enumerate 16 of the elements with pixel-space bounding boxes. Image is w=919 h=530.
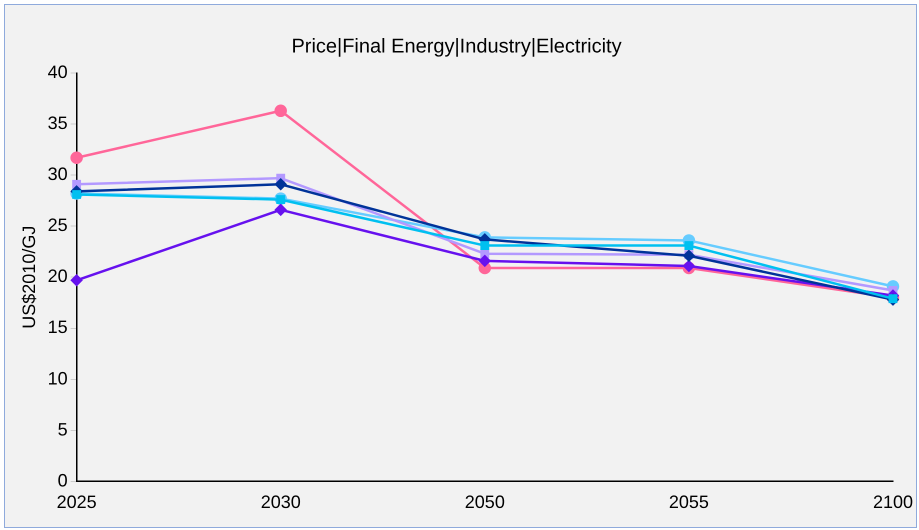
y-tick-label: 0 [58, 470, 68, 490]
y-tick-label: 5 [58, 419, 68, 440]
y-tick-label: 20 [48, 266, 68, 286]
y-tick-label: 25 [48, 215, 68, 236]
x-tick-label: 2025 [56, 492, 97, 512]
y-tick-label: 10 [48, 368, 68, 388]
y-tick-label: 15 [48, 317, 68, 338]
x-tick-label: 2050 [464, 492, 505, 512]
y-tick-label: 30 [48, 164, 68, 184]
y-tick-label: 40 [48, 62, 68, 82]
y-axis-title: US$2010/GJ [18, 226, 39, 329]
y-tick-label: 35 [48, 113, 68, 134]
x-tick-label: 2055 [668, 492, 709, 512]
chart-title: Price|Final Energy|Industry|Electricity [291, 36, 622, 58]
x-tick-label: 2030 [260, 492, 301, 512]
x-tick-label: 2100 [872, 492, 913, 512]
